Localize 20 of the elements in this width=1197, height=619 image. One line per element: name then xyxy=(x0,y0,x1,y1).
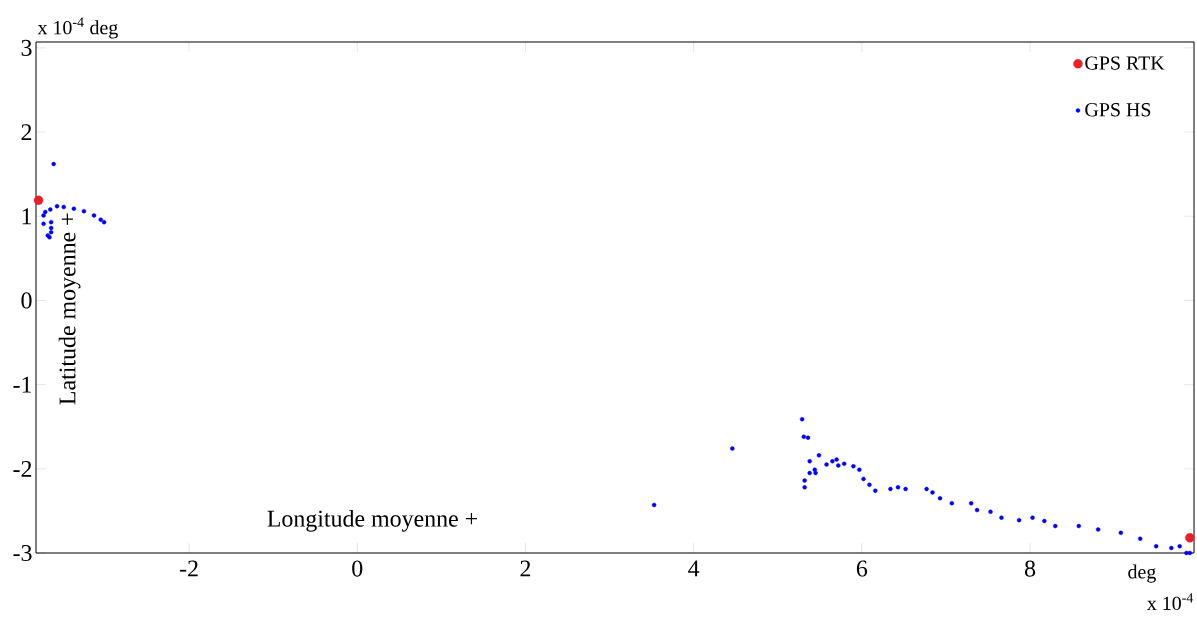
y-tick-label: 1 xyxy=(22,208,32,225)
x-axis-title: deg xyxy=(1128,564,1156,583)
text: x 10$^{-4}$ xyxy=(1147,593,1194,611)
annotation: Longitude moyenne + xyxy=(267,509,477,532)
y-axis-title: x 10$^{-4}$ deg xyxy=(37,17,118,39)
x-tick-label: 4 xyxy=(688,560,700,577)
y-tick-label: 0 xyxy=(21,292,32,309)
x-tick-label: 0 xyxy=(352,560,363,577)
y-tick-label: 3 xyxy=(21,39,32,56)
x-tick-label: -2 xyxy=(179,560,198,577)
legend-label: GPS RTK xyxy=(1085,56,1165,70)
y-tick-label: -1 xyxy=(13,376,32,393)
x-tick-label: 6 xyxy=(856,560,868,577)
x-tick-label: 8 xyxy=(1024,560,1036,577)
annotation: Latitude moyenne + xyxy=(58,213,81,405)
y-tick-label: 2 xyxy=(21,124,32,140)
x-tick-label: 2 xyxy=(520,560,531,577)
y-tick-label: -2 xyxy=(13,460,32,477)
y-tick-label: -3 xyxy=(13,544,32,562)
legend-label: GPS HS xyxy=(1085,103,1151,117)
